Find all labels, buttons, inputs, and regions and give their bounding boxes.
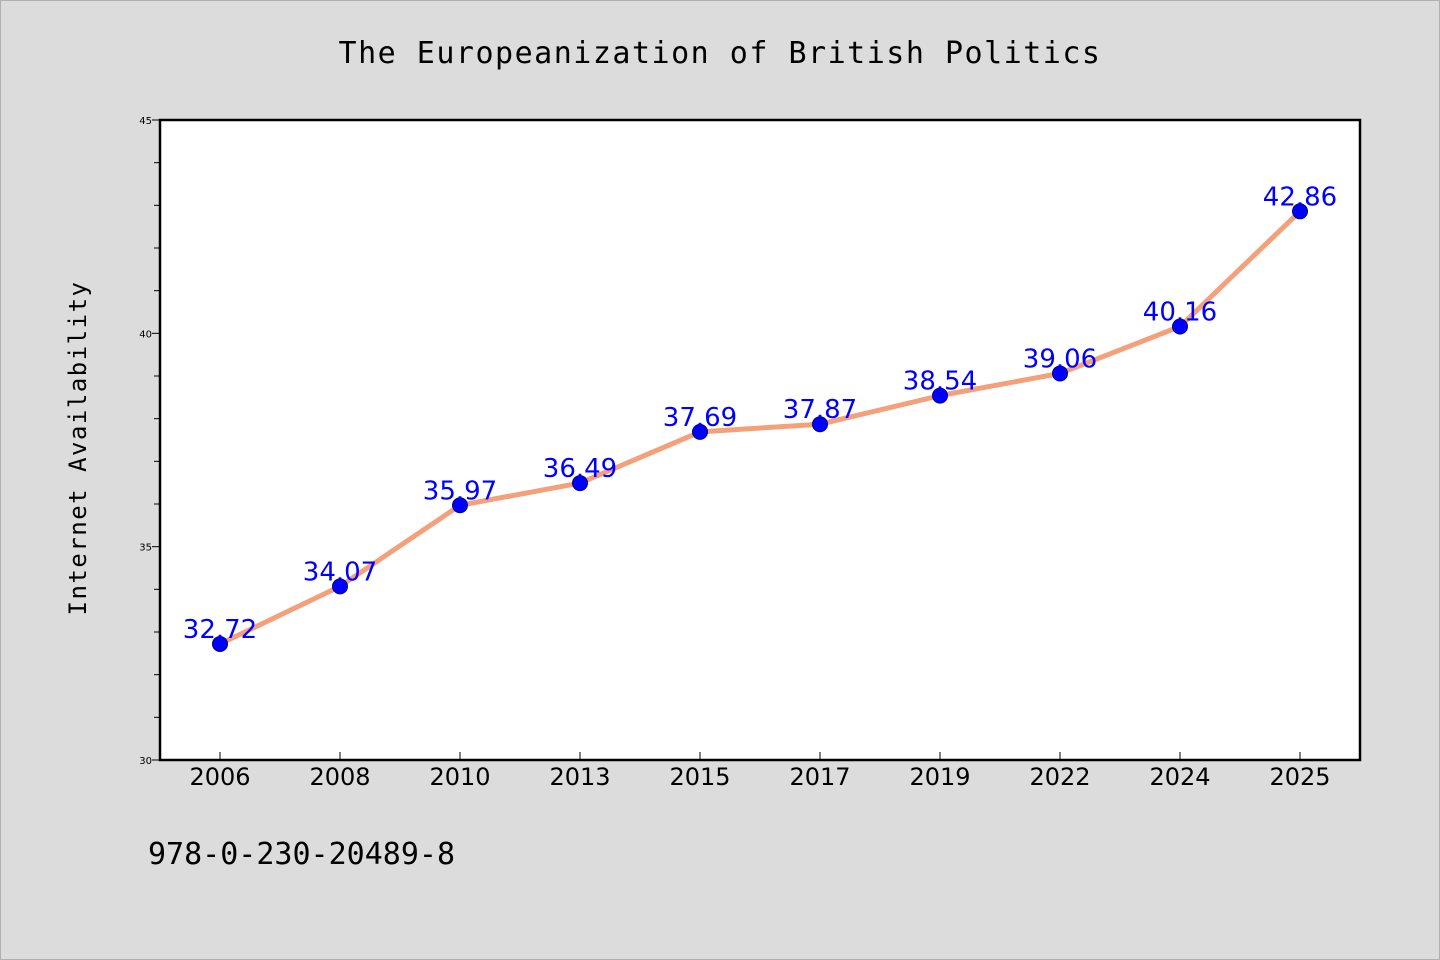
y-tick-label: 30	[139, 756, 152, 767]
y-axis: 30 35 40 45	[139, 116, 160, 767]
series-line	[217, 208, 1303, 647]
isbn-footer: 978-0-230-20489-8	[148, 837, 455, 872]
x-tick-label: 2022	[1029, 763, 1090, 791]
data-label: 37.87	[783, 395, 857, 425]
x-tick-label: 2010	[429, 763, 490, 791]
data-point	[332, 578, 348, 595]
data-label: 40.16	[1143, 298, 1217, 328]
data-point	[1292, 203, 1308, 220]
data-point	[692, 423, 708, 440]
x-tick-label: 2019	[909, 763, 970, 791]
data-label: 36.49	[543, 454, 617, 484]
plot-area	[158, 118, 1362, 762]
y-tick-label: 45	[139, 116, 152, 127]
data-point	[1052, 365, 1068, 382]
x-tick-label: 2013	[549, 763, 610, 791]
x-axis: 2006 2008 2010 2013 2015 2017 2019 2022 2024 2025	[189, 752, 1331, 791]
x-tick-label: 2006	[189, 763, 250, 791]
data-label: 32.72	[183, 615, 257, 645]
data-point	[812, 416, 828, 433]
x-tick-label: 2017	[789, 763, 850, 791]
x-tick-label: 2008	[309, 763, 370, 791]
y-tick-label: 40	[139, 329, 152, 340]
data-label: 39.06	[1023, 344, 1097, 374]
x-tick-label: 2024	[1149, 763, 1210, 791]
data-point	[452, 497, 468, 514]
data-label: 42.86	[1263, 182, 1337, 212]
data-point	[212, 635, 228, 652]
chart-title: The Europeanization of British Politics	[339, 36, 1102, 71]
series-layer	[212, 203, 1308, 652]
y-tick-label: 35	[139, 543, 152, 554]
x-tick-label: 2025	[1269, 763, 1330, 791]
data-label: 34.07	[303, 557, 377, 587]
data-label: 38.54	[903, 367, 977, 397]
y-axis-label: Internet Availability	[64, 281, 92, 616]
data-point	[1172, 318, 1188, 335]
x-tick-label: 2015	[669, 763, 730, 791]
data-point	[932, 387, 948, 404]
data-labels-layer: 32.72 34.07 35.97 36.49 37.69 37.87 38.54 39.06…	[183, 182, 1337, 645]
data-label: 35.97	[423, 476, 497, 506]
data-label: 37.69	[663, 403, 737, 433]
data-point	[572, 475, 588, 492]
